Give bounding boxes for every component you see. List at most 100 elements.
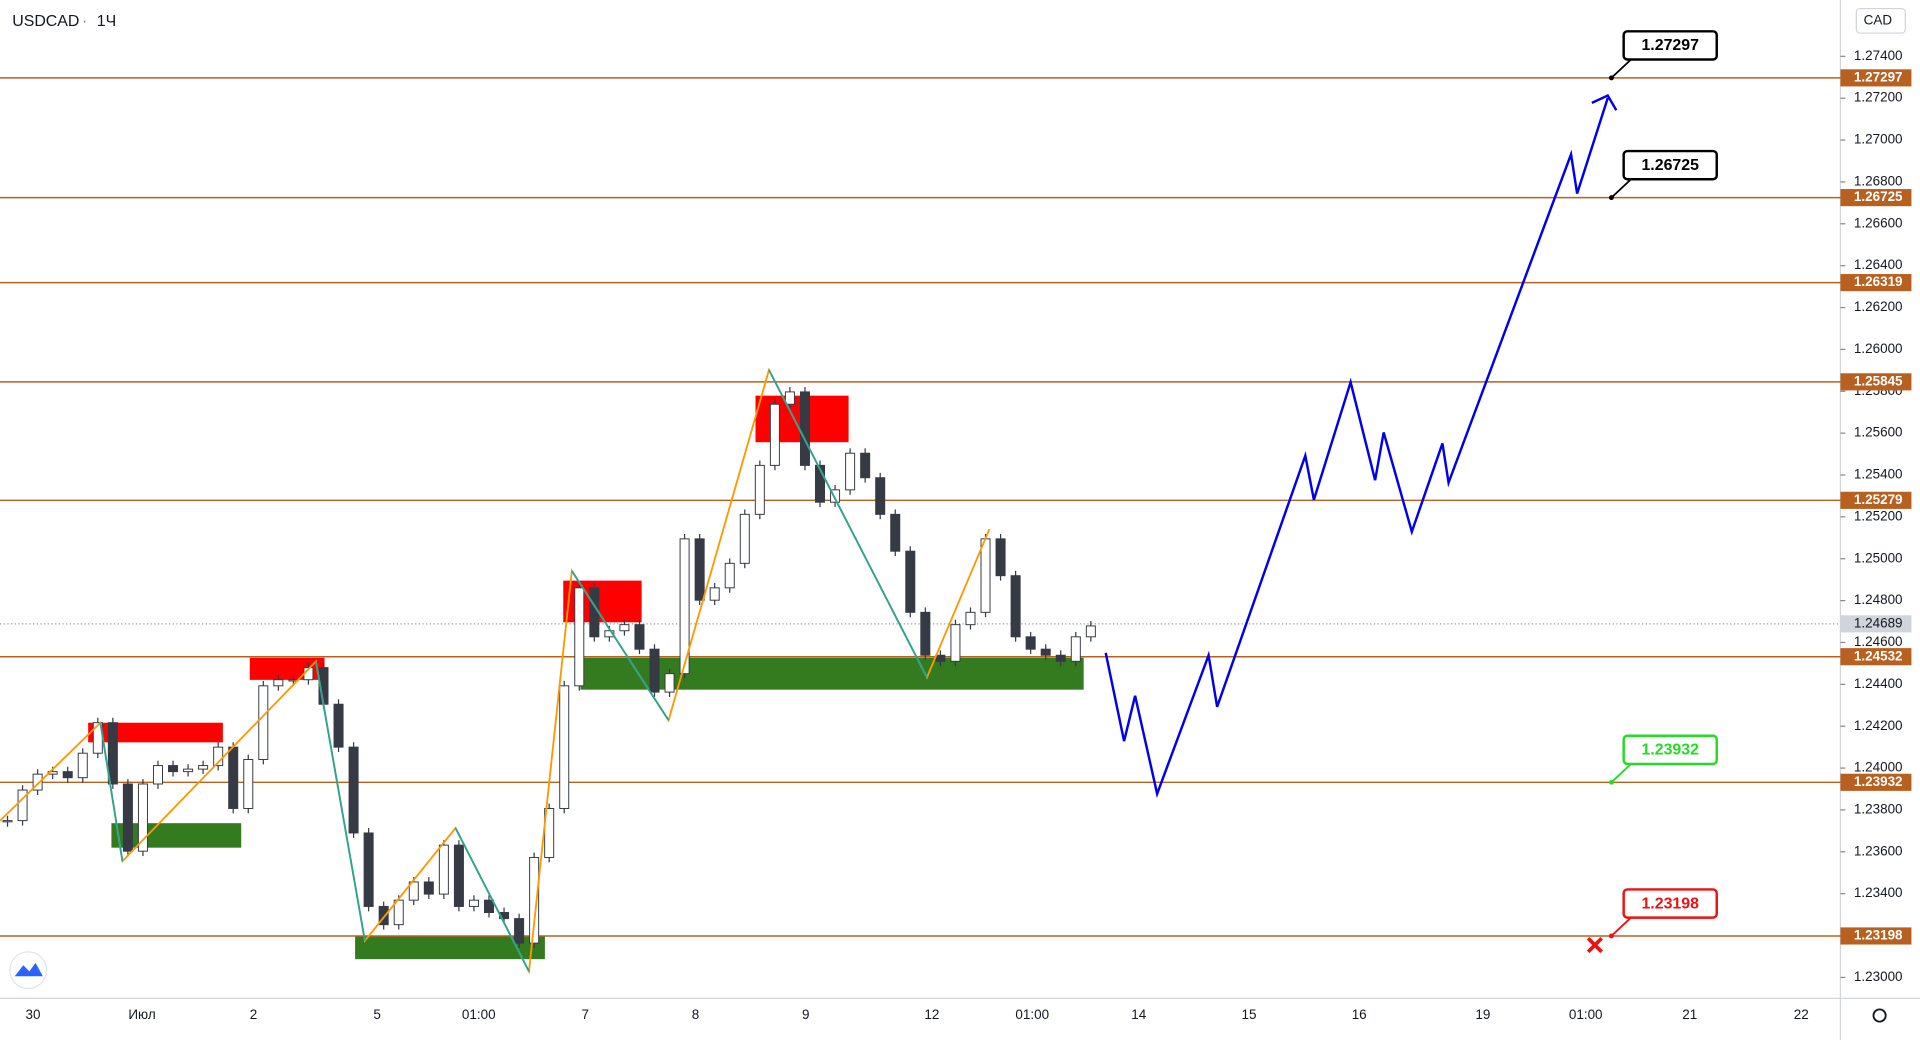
y-tick-label: 1.25200 (1854, 508, 1903, 523)
callout-anchor (1608, 779, 1614, 785)
callouts: 1.27297 1.26725 1.23932 1.23198 (1608, 30, 1718, 939)
y-tick-label: 1.23400 (1854, 885, 1903, 900)
x-tick-label: 01:00 (1569, 1007, 1603, 1022)
level-box (1840, 189, 1912, 207)
candle-body (769, 403, 780, 466)
callout-box (1622, 888, 1718, 919)
x-tick-label: 22 (1794, 1007, 1809, 1022)
y-tick-label: 1.26400 (1854, 257, 1903, 272)
candle-body (348, 746, 359, 834)
x-tick-label: 14 (1131, 1007, 1146, 1022)
interval[interactable]: 1Ч (97, 13, 116, 30)
candle-body (423, 881, 434, 895)
candle-body (137, 783, 148, 852)
logo-icon (14, 962, 43, 977)
callout-pointer (1610, 178, 1632, 199)
level-box (1840, 373, 1912, 391)
candle-body (860, 452, 871, 479)
candle-body (1025, 636, 1036, 650)
candle-body (619, 624, 630, 632)
x-tick-label: 21 (1682, 1007, 1697, 1022)
level-label: 1.26725 (1854, 189, 1903, 204)
projection-arrow (1591, 93, 1618, 111)
level-box (1840, 491, 1912, 509)
supply-zone (88, 722, 223, 743)
candle-body (1070, 636, 1081, 662)
candle-body (1085, 625, 1096, 638)
callout-label: 1.27297 (1641, 37, 1699, 54)
callout-anchor (1608, 195, 1614, 201)
callout-anchor (1608, 75, 1614, 81)
x-tick-label: 01:00 (1015, 1007, 1049, 1022)
x-tick-label: 5 (373, 1007, 380, 1022)
candle-body (724, 562, 735, 589)
demand-zone (580, 657, 1084, 690)
candle-body (32, 773, 43, 791)
y-tick-label: 1.25000 (1854, 550, 1903, 565)
candle-body (333, 703, 344, 748)
candle-body (438, 844, 449, 895)
candle-body (168, 765, 179, 773)
callout-box (1622, 734, 1718, 766)
callout-label: 1.26725 (1641, 157, 1699, 174)
candle-body (213, 746, 224, 767)
x-tick-label: 9 (802, 1007, 809, 1022)
x-tick-label: Июл (128, 1007, 155, 1022)
candle-body (694, 538, 705, 601)
candle-body (920, 611, 931, 656)
logo-button[interactable] (9, 951, 48, 990)
y-tick-label: 1.23800 (1854, 802, 1903, 817)
candle-body (980, 538, 991, 613)
candle-body (830, 489, 841, 503)
candle-body (965, 611, 976, 626)
settings-button[interactable] (1872, 1008, 1887, 1023)
candle-body (574, 587, 585, 687)
level-label: 1.26319 (1854, 274, 1903, 289)
candle-body (559, 685, 570, 809)
level-label: 1.25845 (1854, 373, 1903, 388)
candles (2, 386, 1096, 948)
candle-body (258, 685, 269, 760)
y-tick-label: 1.24000 (1854, 760, 1903, 775)
candle-body (995, 538, 1006, 577)
x-tick-label: 15 (1241, 1007, 1256, 1022)
stop-cross (1586, 937, 1603, 954)
callout-box (1622, 30, 1718, 61)
demand-zone (355, 935, 545, 960)
callout-box (1622, 149, 1718, 181)
currency[interactable]: CAD (1864, 12, 1893, 27)
callout-pointer (1610, 763, 1632, 783)
currency-button[interactable] (1855, 7, 1906, 34)
x-tick-label: 2 (250, 1007, 257, 1022)
candle-body (77, 752, 88, 779)
y-tick-label: 1.23000 (1854, 969, 1903, 984)
candle-body (2, 820, 13, 823)
candle-body (905, 550, 916, 613)
y-tick-label: 1.26800 (1854, 173, 1903, 188)
last-price-label: 1.24689 (1854, 615, 1903, 630)
level-label: 1.24532 (1854, 648, 1903, 663)
candle-body (1040, 648, 1051, 656)
x-tick-label: 30 (26, 1007, 41, 1022)
candle-body (799, 391, 810, 466)
y-tick-label: 1.24400 (1854, 676, 1903, 691)
projection-path (1104, 97, 1609, 799)
x-tick-label: 7 (582, 1007, 589, 1022)
candle-body (107, 722, 118, 785)
separator: · (82, 13, 87, 30)
y-tick-label: 1.27400 (1854, 48, 1903, 63)
candle-body (514, 918, 525, 944)
candle-body (754, 464, 765, 515)
candle-body (845, 452, 856, 491)
candle-body (183, 768, 194, 773)
y-tick-label: 1.25400 (1854, 467, 1903, 482)
level-label: 1.25279 (1854, 492, 1903, 507)
candle-body (634, 624, 645, 650)
candle-body (122, 783, 133, 852)
zigzag-down (315, 661, 366, 941)
candle-body (363, 832, 374, 907)
candle-body (1055, 654, 1066, 662)
candle-body (483, 899, 495, 914)
